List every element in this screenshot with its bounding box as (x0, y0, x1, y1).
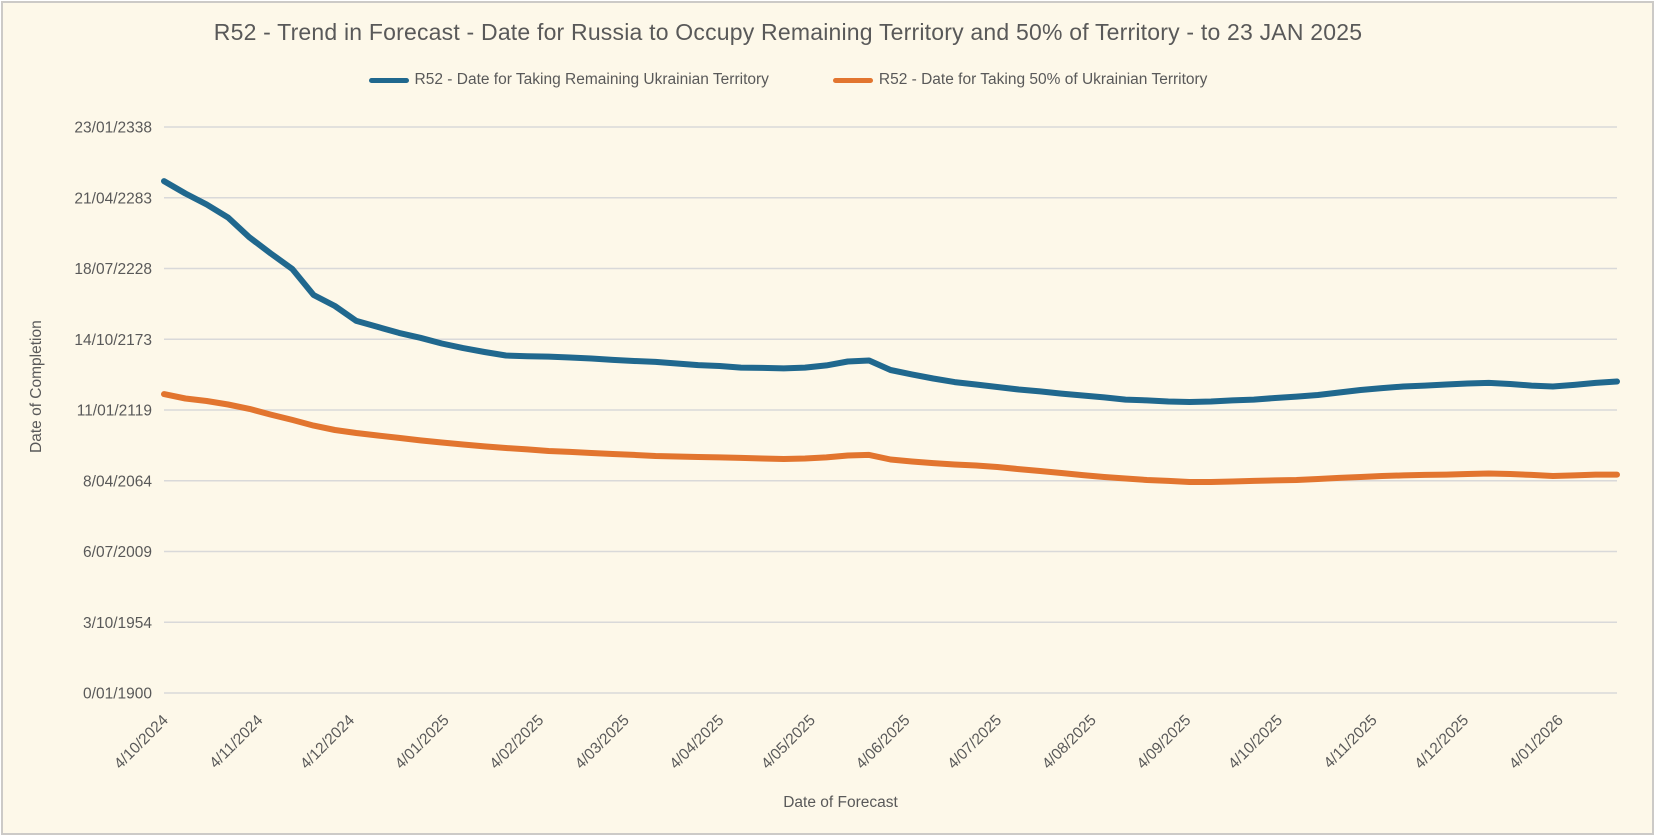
x-tick-label-14: 4/12/2025 (1411, 712, 1472, 773)
legend-swatch-remaining-territory (368, 77, 409, 83)
y-tick-label-4: 11/01/2119 (77, 403, 152, 420)
chart-title: R52 - Trend in Forecast - Date for Russi… (213, 19, 1363, 45)
x-axis-title: Date of Forecast (783, 794, 898, 811)
x-tick-label-4: 4/02/2025 (486, 712, 547, 773)
x-tick-label-9: 4/07/2025 (944, 712, 1005, 773)
series-line-0 (161, 178, 1620, 405)
x-tick-label-2: 4/12/2024 (297, 712, 358, 773)
x-tick-label-12: 4/10/2025 (1225, 712, 1286, 773)
y-tick-label-8: 23/01/2338 (74, 120, 152, 137)
y-tick-label-2: 6/07/2009 (83, 544, 152, 561)
y-tick-label-1: 3/10/1954 (83, 615, 152, 632)
x-tick-label-11: 4/09/2025 (1134, 712, 1195, 773)
legend-item-remaining-territory: R52 - Date for Taking Remaining Ukrainia… (368, 71, 769, 89)
legend: R52 - Date for Taking Remaining Ukrainia… (3, 71, 1573, 89)
x-tick-label-3: 4/01/2025 (392, 712, 453, 773)
x-tick-label-1: 4/11/2024 (206, 712, 266, 772)
plot-area: 0/01/1900 3/10/1954 6/07/2009 8/04/2064 11/0… (28, 120, 1620, 811)
x-tick-label-10: 4/08/2025 (1039, 712, 1100, 773)
x-tick-label-7: 4/05/2025 (758, 712, 819, 773)
y-tick-label-0: 0/01/1900 (83, 686, 152, 703)
x-tick-label-8: 4/06/2025 (853, 712, 914, 773)
y-tick-label-5: 14/10/2173 (74, 332, 152, 349)
x-tick-label-5: 4/03/2025 (572, 712, 633, 773)
x-tick-label-15: 4/01/2026 (1506, 712, 1567, 773)
y-tick-label-6: 18/07/2228 (74, 261, 152, 278)
y-axis-title: Date of Completion (28, 320, 45, 453)
x-tick-label-6: 4/04/2025 (667, 712, 728, 773)
x-tick-label-0: 4/10/2024 (111, 712, 172, 773)
x-tick-label-13: 4/11/2025 (1321, 712, 1381, 772)
series-line-1 (161, 391, 1620, 485)
legend-label-remaining-territory: R52 - Date for Taking Remaining Ukrainia… (414, 71, 769, 88)
legend-item-50pct-territory: R52 - Date for Taking 50% of Ukrainian T… (832, 71, 1208, 89)
y-tick-label-7: 21/04/2283 (74, 190, 152, 207)
legend-swatch-50pct-territory (832, 77, 873, 83)
legend-label-50pct-territory: R52 - Date for Taking 50% of Ukrainian T… (878, 71, 1208, 88)
y-tick-label-3: 8/04/2064 (83, 473, 152, 490)
